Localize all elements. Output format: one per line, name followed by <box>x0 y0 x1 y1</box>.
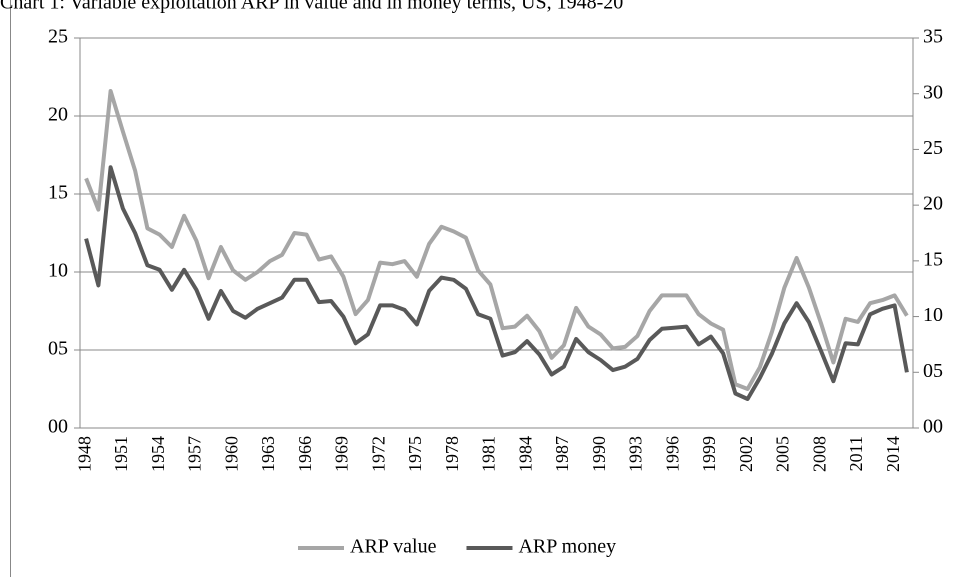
x-tick-label: 1981 <box>479 436 499 472</box>
x-tick-label: 1966 <box>295 436 315 472</box>
x-tick-label: 1954 <box>148 436 168 472</box>
x-tick-label: 1975 <box>405 436 425 472</box>
y2-tick-label: 05 <box>923 360 943 382</box>
x-tick-label: 1993 <box>626 436 646 472</box>
x-tick-label: 2008 <box>809 436 829 472</box>
x-tick-label: 2002 <box>736 436 756 472</box>
y-tick-label: 20 <box>48 104 68 126</box>
x-tick-label: 2005 <box>773 436 793 472</box>
series-line <box>84 165 909 401</box>
x-tick-label: 1987 <box>552 436 572 472</box>
y-tick-label: 15 <box>48 182 68 204</box>
y-tick-label: 10 <box>48 260 68 282</box>
x-tick-label: 1984 <box>515 436 535 472</box>
x-tick-label: 2014 <box>883 436 903 472</box>
y2-tick-label: 15 <box>923 248 943 270</box>
y-tick-label: 00 <box>48 416 68 438</box>
series-line <box>84 89 909 391</box>
x-tick-label: 1978 <box>442 436 462 472</box>
x-tick-label: 1999 <box>699 436 719 472</box>
legend-label: ARP value <box>350 536 437 558</box>
x-tick-label: 1957 <box>185 436 205 472</box>
y2-tick-label: 10 <box>923 304 943 326</box>
y-tick-label: 25 <box>48 26 68 48</box>
chart-title: Chart 1: Variable exploitation ARP in va… <box>0 0 623 14</box>
y2-tick-label: 35 <box>923 26 943 48</box>
x-tick-label: 1948 <box>74 436 94 472</box>
x-tick-label: 1996 <box>662 436 682 472</box>
y2-tick-label: 20 <box>923 193 943 215</box>
x-tick-label: 1951 <box>111 436 131 472</box>
y-tick-label: 05 <box>48 338 68 360</box>
y2-tick-label: 00 <box>923 416 943 438</box>
x-tick-label: 1963 <box>258 436 278 472</box>
x-tick-label: 2011 <box>846 436 866 471</box>
x-tick-label: 1969 <box>332 436 352 472</box>
x-tick-label: 1960 <box>221 436 241 472</box>
x-tick-label: 1972 <box>368 436 388 472</box>
y2-tick-label: 25 <box>923 137 943 159</box>
y2-tick-label: 30 <box>923 81 943 103</box>
legend-label: ARP money <box>518 536 616 558</box>
x-tick-label: 1990 <box>589 436 609 472</box>
